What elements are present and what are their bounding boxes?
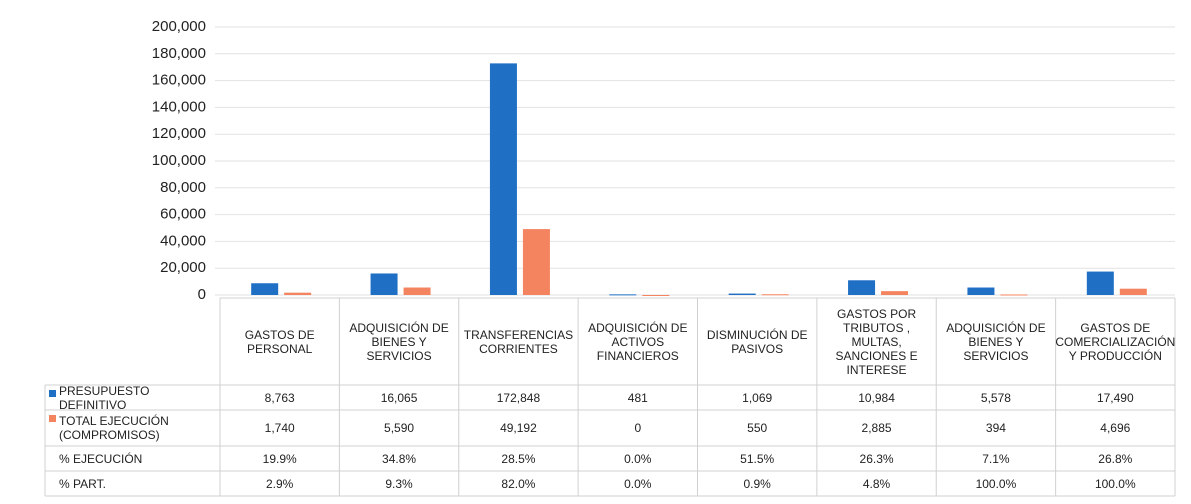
y-tick-label: 140,000 [152,98,206,115]
value-label: 10,984 [858,390,895,405]
bar [967,287,995,295]
table-cell: 51.5% [740,451,775,466]
table-cell: 2.9% [266,476,294,491]
bar [251,283,279,295]
value-label: 5,590 [384,421,415,435]
bar [403,287,431,295]
value-label: 5,578 [980,390,1011,405]
value-label: 550 [747,421,768,435]
y-tick-label: 100,000 [152,152,206,169]
value-label: 8,763 [264,390,295,405]
value-label: 0 [634,421,642,435]
y-tick-label: 180,000 [152,45,206,62]
table-cell: 100.0% [975,476,1017,491]
category-label: GASTOS POR TRIBUTOS , MULTAS, SANCIONES … [835,306,918,377]
y-tick-label: 200,000 [152,18,206,35]
bar [1000,294,1028,296]
table-cell: 0.0% [624,476,652,491]
table-cell: 19.9% [262,451,297,466]
bar [761,294,789,296]
category-label: GASTOS DE PERSONAL [244,327,315,356]
bar [489,63,517,295]
row-label: % EJECUCIÓN [59,451,143,466]
value-label: 481 [627,390,648,405]
table-cell: 4.8% [862,476,891,491]
bar [881,291,909,295]
category-label: DISMINUCIÓN DE PASIVOS [706,327,808,356]
y-tick-label: 80,000 [160,179,206,196]
table-cell: 0.0% [624,451,652,466]
bar [609,294,637,296]
value-label: 17,490 [1096,390,1134,405]
bar [522,229,550,295]
value-label: 394 [985,421,1006,435]
legend-swatch [49,415,56,422]
value-label: 4,696 [1100,421,1131,435]
table-cell: 26.3% [859,451,894,466]
legend-swatch [49,390,56,397]
bar [1119,288,1147,295]
value-label: 16,065 [380,390,418,405]
row-label: % PART. [59,476,106,491]
bar [370,273,398,295]
legend-label: PRESUPUESTO DEFINITIVO [45,384,220,412]
y-tick-label: 40,000 [160,232,206,249]
value-label: 1,740 [264,421,295,435]
value-label: 49,192 [500,421,537,435]
value-label: 2,885 [861,421,892,435]
bar [284,292,312,295]
value-label: 172,848 [496,390,541,405]
table-cell: 82.0% [501,476,536,491]
table-cell: 9.3% [385,476,413,491]
bar [642,295,670,296]
table-cell: 100.0% [1094,476,1136,491]
bar [1086,271,1114,295]
value-label: 1,069 [742,390,773,405]
y-tick-label: 160,000 [152,72,206,89]
category-label: ADQUISICIÓN DE BIENES Y SERVICIOS [946,320,1046,363]
bar [848,280,876,295]
y-tick-label: 120,000 [152,125,206,142]
category-label: TRANSFERENCIAS CORRIENTES [463,327,574,356]
table-cell: 34.8% [382,451,417,466]
y-tick-label: 20,000 [160,259,206,276]
table-cell: 26.8% [1098,451,1133,466]
y-tick-label: 0 [198,286,206,303]
table-cell: 28.5% [501,451,536,466]
category-label: ADQUISICIÓN DE ACTIVOS FINANCIEROS [588,320,688,363]
legend-label: TOTAL EJECUCIÓN (COMPROMISOS) [45,410,220,446]
category-label: GASTOS DE COMERCIALIZACIÓN Y PRODUCCIÓN [1055,320,1176,363]
category-label: ADQUISICIÓN DE BIENES Y SERVICIOS [349,320,449,363]
table-cell: 0.9% [743,476,771,491]
y-tick-label: 60,000 [160,206,206,223]
bar [728,293,756,295]
table-cell: 7.1% [982,451,1010,466]
